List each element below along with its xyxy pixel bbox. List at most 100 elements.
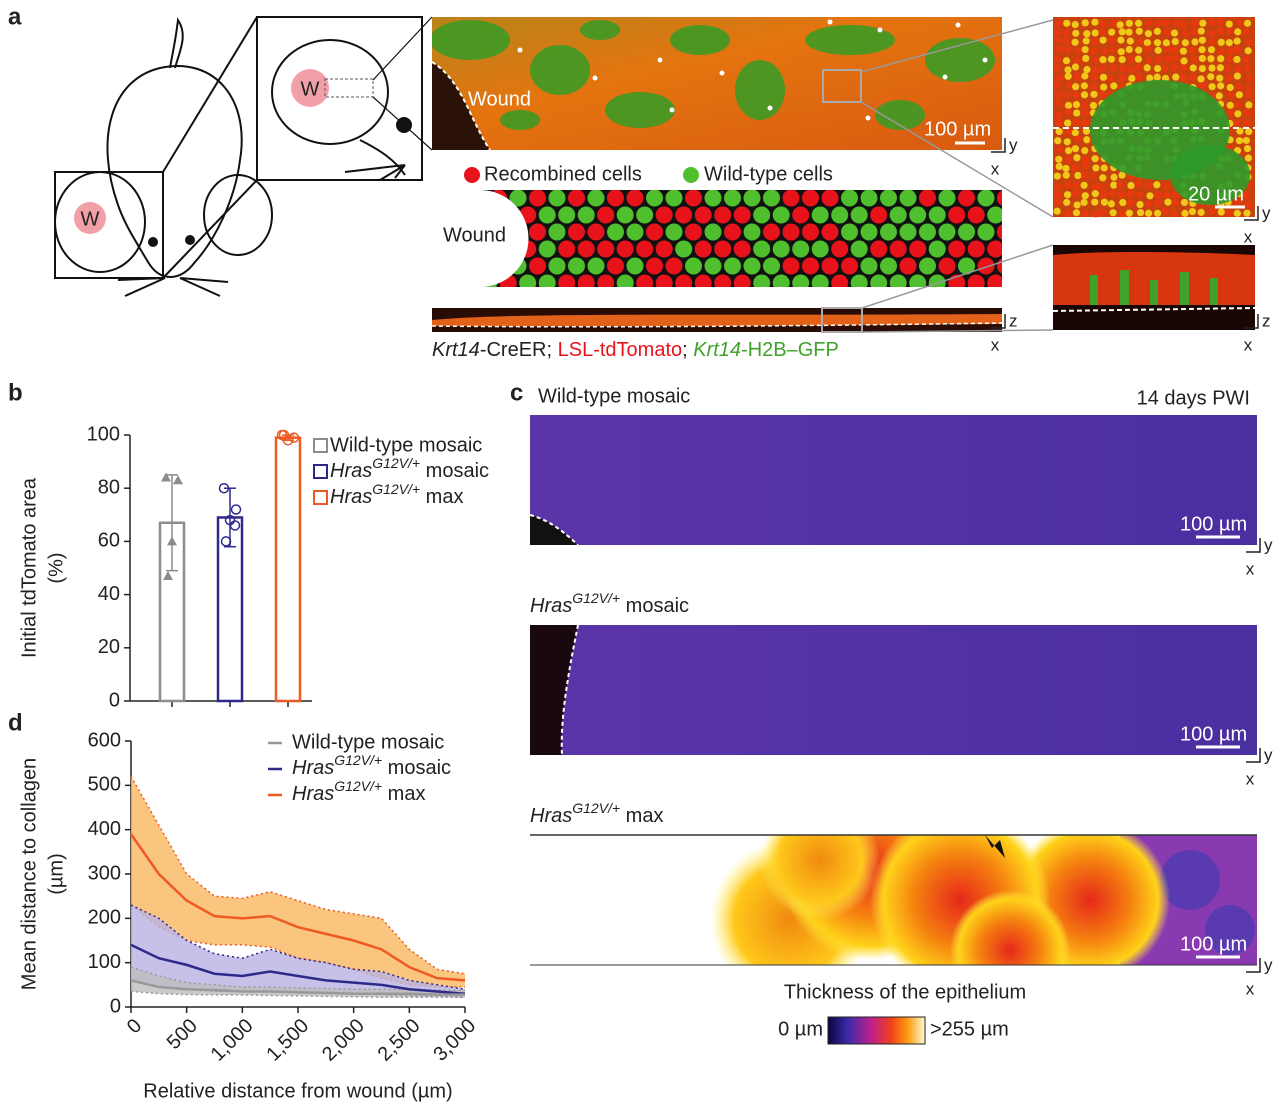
nucleus	[1155, 19, 1163, 27]
nucleus	[1074, 46, 1082, 55]
image-title: Wild-type mosaic	[538, 385, 690, 407]
x-tick-label: 3,000	[429, 1015, 480, 1066]
y-tick-label: 600	[88, 729, 121, 751]
nucleus	[1055, 36, 1063, 44]
cell	[607, 223, 624, 241]
cell	[733, 274, 751, 287]
cell	[831, 206, 849, 224]
nucleus	[1164, 28, 1172, 36]
nucleus	[1170, 63, 1179, 72]
cell	[802, 190, 819, 207]
legend-label: Wild-type mosaic	[330, 434, 482, 456]
scale-label: 20 µm	[1188, 183, 1244, 205]
axis-glyph-label: y	[1264, 745, 1273, 764]
nucleus	[1064, 101, 1073, 110]
nucleus	[1198, 64, 1206, 73]
cell	[928, 206, 946, 224]
cell	[841, 257, 858, 275]
cell	[938, 190, 956, 207]
cell	[899, 190, 917, 207]
nucleus	[1199, 82, 1207, 90]
nucleus	[1063, 29, 1071, 37]
nucleus	[1053, 64, 1061, 72]
nucleus	[1091, 155, 1099, 163]
nucleus	[1064, 72, 1072, 80]
nucleus	[1065, 127, 1073, 135]
cell	[987, 206, 1002, 224]
nucleus	[1144, 45, 1152, 53]
overview-image	[432, 17, 1002, 150]
nucleus	[1091, 38, 1099, 46]
x-axis-label: Relative distance from wound (µm)	[143, 1080, 452, 1102]
nucleus	[1083, 65, 1091, 74]
text-run: mosaic	[420, 460, 489, 482]
nucleus	[1071, 38, 1079, 46]
nucleus	[1072, 118, 1080, 126]
mouse-diagram: W W	[54, 16, 433, 297]
cell	[919, 190, 936, 207]
heatmap-image	[530, 834, 1257, 966]
cell	[763, 257, 780, 275]
nucleus	[1072, 83, 1080, 91]
nucleus	[1100, 83, 1108, 91]
nucleus	[1125, 209, 1133, 217]
nucleus	[1135, 191, 1143, 199]
nucleus	[1162, 39, 1170, 47]
legend-label: HrasG12V/+ max	[330, 481, 463, 509]
text-run: mosaic	[382, 757, 451, 779]
nucleus	[1100, 164, 1108, 172]
data-point	[173, 475, 183, 485]
thickness-image	[530, 415, 1257, 545]
timepoint-label: 14 days PWI	[1137, 387, 1250, 409]
cell	[743, 223, 761, 241]
nucleus	[1188, 47, 1196, 55]
nucleus	[1243, 64, 1252, 72]
nucleus	[1119, 210, 1127, 218]
nucleus	[1143, 64, 1151, 72]
nucleus	[1162, 207, 1170, 215]
nucleus	[1135, 73, 1143, 81]
nucleus	[1146, 74, 1154, 82]
nucleus	[1063, 209, 1072, 217]
nucleus	[1071, 21, 1079, 29]
nucleus	[1236, 19, 1244, 27]
nucleus	[1064, 119, 1072, 127]
text-run: Hras	[330, 486, 372, 508]
cell	[529, 257, 546, 275]
nucleus	[1227, 47, 1235, 56]
nucleus	[1056, 145, 1064, 153]
y-tick-label: 0	[110, 995, 121, 1017]
nucleus	[1055, 155, 1063, 163]
cell	[675, 240, 693, 258]
nucleus	[1233, 101, 1241, 109]
nucleus	[1233, 55, 1241, 64]
nucleus	[1172, 19, 1180, 27]
axis-glyph-label: x	[1246, 559, 1255, 578]
nucleus	[1063, 198, 1071, 206]
colorbar-min: 0 µm	[778, 1018, 823, 1040]
text-run: Hras	[292, 783, 334, 805]
nucleus	[1135, 27, 1143, 35]
cell	[538, 274, 556, 287]
nucleus	[1119, 65, 1127, 73]
nucleus	[1091, 198, 1099, 206]
nucleus	[1062, 171, 1070, 179]
nucleus	[1244, 84, 1252, 92]
cell	[753, 206, 771, 224]
nucleus	[1064, 66, 1072, 74]
nucleus	[1153, 39, 1162, 47]
nucleus	[1243, 209, 1251, 217]
cell-schematic	[432, 190, 1002, 287]
cell	[909, 206, 927, 224]
cell	[792, 240, 810, 258]
y-axis-label: (µm)	[45, 853, 67, 895]
nucleus	[1181, 39, 1189, 47]
nucleus	[1081, 119, 1089, 127]
image-title: HrasG12V/+ mosaic	[530, 590, 689, 618]
cell	[607, 257, 624, 275]
nucleus	[1109, 19, 1117, 28]
nucleus	[1090, 47, 1098, 55]
text-run: G12V/+	[334, 752, 382, 768]
nucleus	[1118, 55, 1126, 64]
